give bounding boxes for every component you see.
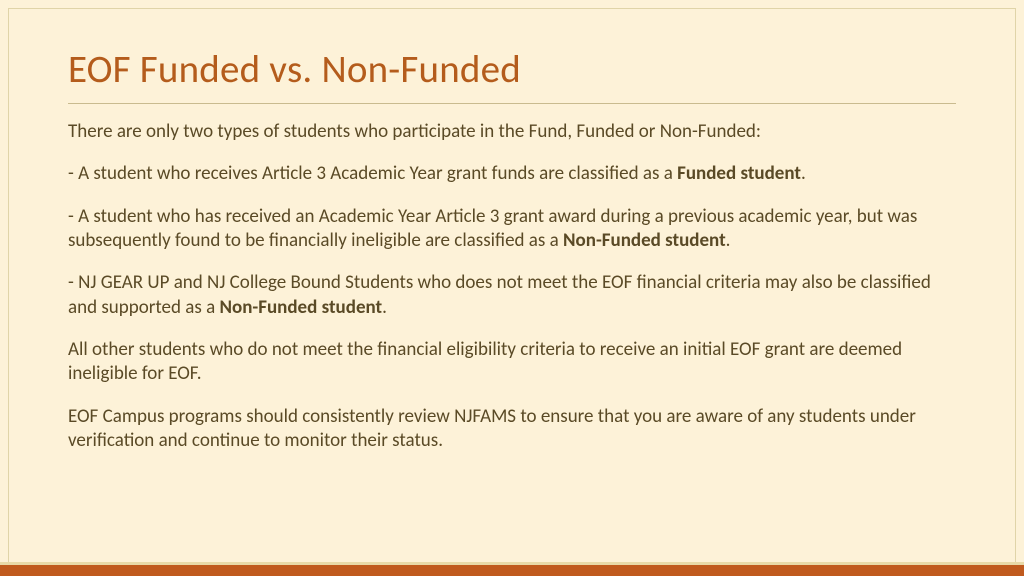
paragraph: - A student who receives Article 3 Acade… bbox=[68, 162, 956, 186]
paragraph-bold: Funded student bbox=[677, 162, 801, 185]
paragraph-text: All other students who do not meet the f… bbox=[68, 338, 902, 385]
paragraph-bold: Non-Funded student bbox=[220, 296, 383, 319]
slide-title: EOF Funded vs. Non-Funded bbox=[68, 46, 956, 93]
paragraph-text: EOF Campus programs should consistently … bbox=[68, 405, 916, 452]
footer-bar bbox=[0, 562, 1024, 576]
paragraph-post: . bbox=[726, 229, 731, 252]
paragraph-bold: Non-Funded student bbox=[563, 229, 726, 252]
paragraph: - A student who has received an Academic… bbox=[68, 205, 956, 254]
paragraph-post: . bbox=[801, 162, 806, 185]
paragraph-text: - NJ GEAR UP and NJ College Bound Studen… bbox=[68, 271, 931, 318]
paragraph-text: - A student who receives Article 3 Acade… bbox=[68, 162, 677, 185]
paragraph: All other students who do not meet the f… bbox=[68, 338, 956, 387]
paragraph: EOF Campus programs should consistently … bbox=[68, 405, 956, 454]
paragraph: There are only two types of students who… bbox=[68, 120, 956, 144]
paragraph-text: There are only two types of students who… bbox=[68, 120, 761, 143]
slide-content: EOF Funded vs. Non-Funded There are only… bbox=[68, 46, 956, 471]
paragraph-text: - A student who has received an Academic… bbox=[68, 205, 917, 252]
title-divider bbox=[68, 103, 956, 104]
paragraph: - NJ GEAR UP and NJ College Bound Studen… bbox=[68, 271, 956, 320]
paragraph-post: . bbox=[382, 296, 387, 319]
